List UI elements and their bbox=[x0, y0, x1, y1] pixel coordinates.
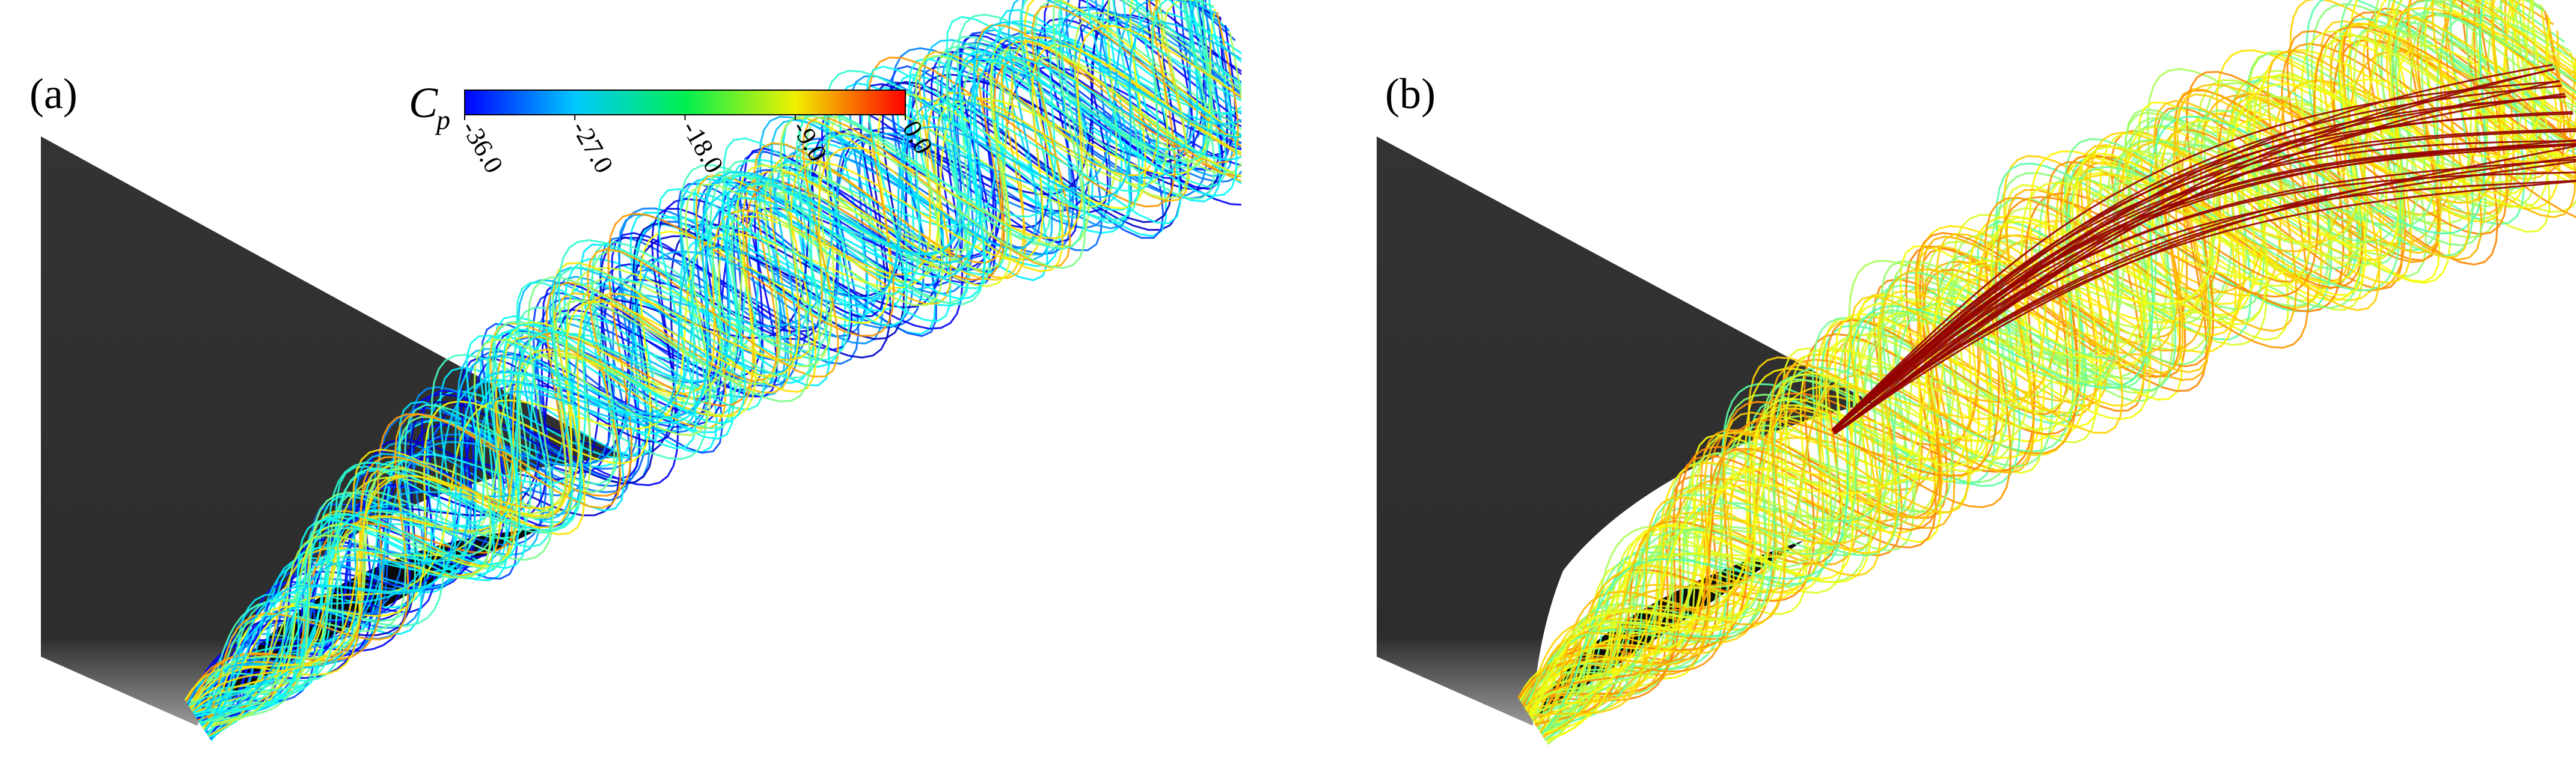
streamline bbox=[1834, 145, 2576, 435]
colorbar: C p -36.0 -27.0 -18.0 -9.0 0.0 bbox=[409, 79, 938, 178]
streamline bbox=[194, 0, 1140, 716]
panel-label: (a) bbox=[29, 70, 78, 118]
panel-label: (b) bbox=[1385, 70, 1436, 118]
streamline bbox=[1833, 64, 2553, 434]
streamline bbox=[1832, 143, 2576, 433]
streamline bbox=[1525, 0, 2576, 710]
streamline bbox=[1833, 180, 2576, 434]
panel-a bbox=[41, 0, 1241, 741]
streamline bbox=[195, 0, 1238, 718]
panel-b bbox=[1377, 0, 2576, 745]
streamline bbox=[1540, 0, 2486, 735]
colorbar-bar bbox=[464, 90, 906, 115]
colorbar-subscript: p bbox=[435, 105, 450, 135]
streamline bbox=[1540, 14, 2576, 734]
streamline bbox=[188, 0, 1209, 707]
streamline bbox=[1524, 26, 2576, 709]
streamline bbox=[188, 0, 1241, 707]
streamline bbox=[200, 0, 1213, 725]
streamline bbox=[1530, 0, 2533, 718]
colorbar-tick-label: -36.0 bbox=[456, 116, 509, 178]
colorbar-title: C bbox=[409, 79, 438, 127]
streamline bbox=[1541, 34, 2576, 735]
streamline bbox=[191, 0, 1160, 713]
streamline bbox=[1528, 0, 2576, 716]
streamline bbox=[1523, 49, 2576, 708]
streamline bbox=[1526, 0, 2576, 713]
wing bbox=[1377, 136, 1873, 726]
streamline bbox=[192, 0, 1199, 713]
streamline bbox=[1832, 111, 2573, 433]
streamline bbox=[1833, 68, 2555, 435]
streamline bbox=[1531, 13, 2576, 720]
streamline bbox=[1522, 50, 2576, 706]
streamline bbox=[1832, 171, 2576, 433]
streamline bbox=[1522, 12, 2576, 707]
colorbar-tick-label: -18.0 bbox=[676, 116, 729, 178]
streamline bbox=[1832, 159, 2576, 432]
colorbar-tick-label: -27.0 bbox=[566, 116, 619, 178]
streamline bbox=[203, 5, 1241, 731]
streamline bbox=[1832, 144, 2576, 431]
streamline bbox=[199, 0, 1214, 725]
streamline bbox=[197, 0, 1173, 721]
streamline bbox=[1529, 22, 2576, 717]
streamline bbox=[1521, 0, 2576, 704]
streamline bbox=[200, 21, 1241, 725]
streamline bbox=[207, 42, 1241, 737]
streamline bbox=[1831, 81, 2560, 431]
wing bbox=[41, 136, 625, 726]
streamline bbox=[203, 0, 1147, 730]
streamline bbox=[1533, 0, 2508, 723]
streamline bbox=[1832, 180, 2576, 432]
streamline bbox=[1833, 156, 2576, 434]
streamline bbox=[1536, 14, 2576, 728]
streamline bbox=[1831, 140, 2576, 431]
streamline bbox=[198, 36, 1241, 723]
streamline bbox=[1540, 0, 2576, 734]
streamline bbox=[1535, 34, 2576, 728]
streamline bbox=[186, 0, 1241, 705]
streamline bbox=[1832, 128, 2576, 431]
streamline bbox=[199, 0, 1241, 724]
